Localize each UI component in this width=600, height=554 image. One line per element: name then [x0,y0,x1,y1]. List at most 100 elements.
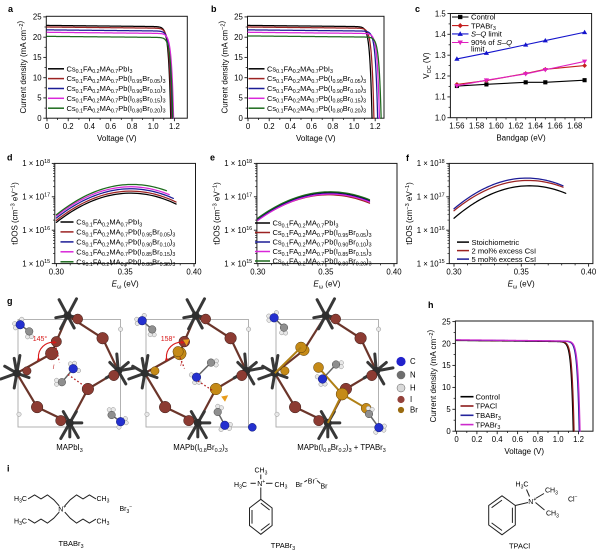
svg-text:10: 10 [33,74,42,83]
svg-text:0.40: 0.40 [581,268,597,277]
svg-text:Current density (mA cm−2): Current density (mA cm−2) [16,21,28,114]
svg-text:Cs0.1FA0.2MA0.7Pb(I0.80Br0.20): Cs0.1FA0.2MA0.7Pb(I0.80Br0.20)3 [67,104,166,115]
svg-text:0.40: 0.40 [386,268,402,277]
svg-text:H3C: H3C [234,482,247,491]
svg-text:I: I [410,395,412,404]
svg-text:1 × 1018: 1 × 1018 [224,159,252,168]
svg-text:5 mol% excess CsI: 5 mol% excess CsI [472,255,537,264]
svg-text:0: 0 [246,122,251,131]
svg-text:0.2: 0.2 [264,122,275,131]
svg-text:20: 20 [442,339,451,348]
svg-text:1.0: 1.0 [349,122,361,131]
svg-text:Cs0.1FA0.2MA0.7Pb(I0.90Br0.10): Cs0.1FA0.2MA0.7Pb(I0.90Br0.10)3 [67,84,166,95]
svg-text:a: a [8,4,14,14]
svg-text:TPACl: TPACl [476,402,498,411]
svg-text:1.66: 1.66 [548,122,563,131]
svg-text:20: 20 [33,33,42,42]
svg-text:1.4: 1.4 [435,30,447,39]
svg-text:Cs0.1FA0.2MA0.7PbI3: Cs0.1FA0.2MA0.7PbI3 [267,64,333,75]
svg-text:158°: 158° [161,335,176,343]
svg-text:Stoichiometric: Stoichiometric [472,238,520,247]
svg-text:C: C [410,357,416,366]
svg-text:1.56: 1.56 [449,122,464,131]
svg-text:MAPbI3: MAPbI3 [56,443,82,454]
svg-text:Eω (eV): Eω (eV) [313,280,340,291]
svg-text:1 × 1017: 1 × 1017 [224,192,252,201]
svg-text:0.35: 0.35 [318,268,334,277]
svg-text:Br−: Br− [308,476,318,485]
svg-text:0: 0 [37,114,42,123]
svg-text:Cs0.1FA0.2MA0.7Pb(I0.85Br0.15): Cs0.1FA0.2MA0.7Pb(I0.85Br0.15)3 [273,247,372,258]
svg-text:0.35: 0.35 [514,268,530,277]
svg-text:5: 5 [238,94,243,103]
svg-text:MAPb(I0.8Br0.2)3: MAPb(I0.8Br0.2)3 [173,443,227,454]
svg-text:1.1: 1.1 [435,93,446,102]
svg-text:H3C: H3C [14,496,27,505]
svg-text:1.60: 1.60 [489,122,505,131]
svg-text:Cs0.1FA0.2MA0.7Pb(I0.80Br0.20): Cs0.1FA0.2MA0.7Pb(I0.80Br0.20)3 [267,104,366,115]
svg-text:1.0: 1.0 [553,435,565,444]
svg-text:1.58: 1.58 [469,122,484,131]
svg-text:10: 10 [234,74,243,83]
svg-text:Voltage (V): Voltage (V) [504,447,544,456]
svg-text:tDOS (cm−3 eV−1): tDOS (cm−3 eV−1) [212,182,221,245]
svg-text:Eω (eV): Eω (eV) [508,280,535,291]
svg-text:tDOS (cm−3 eV−1): tDOS (cm−3 eV−1) [405,182,414,245]
svg-text:N: N [410,371,416,380]
svg-text:Cs0.1FA0.2MA0.7Pb(I0.80Br0.20): Cs0.1FA0.2MA0.7Pb(I0.80Br0.20)3 [76,257,175,268]
svg-text:0.8: 0.8 [532,435,543,444]
svg-text:CH3: CH3 [97,518,110,527]
svg-text:limit: limit [471,45,485,54]
svg-text:0.4: 0.4 [492,435,504,444]
svg-text:Cs0.1FA0.2MA0.7Pb(I0.85Br0.15): Cs0.1FA0.2MA0.7Pb(I0.85Br0.15)3 [267,94,366,105]
svg-text:Voltage (V): Voltage (V) [296,134,336,143]
svg-text:0: 0 [454,435,459,444]
svg-text:Cs0.1FA0.2MA0.7Pb(I0.90Br0.10): Cs0.1FA0.2MA0.7Pb(I0.90Br0.10)3 [76,238,175,249]
svg-text:5: 5 [37,94,42,103]
svg-text:0.2: 0.2 [471,435,482,444]
svg-text:1 × 1018: 1 × 1018 [417,159,445,168]
svg-text:15: 15 [234,53,243,62]
svg-text:Cs0.1FA0.2MA0.7Pb(I0.80Br0.20): Cs0.1FA0.2MA0.7Pb(I0.80Br0.20)3 [273,257,372,268]
svg-text:1 × 1017: 1 × 1017 [417,192,445,201]
svg-text:CH3: CH3 [545,488,558,497]
svg-text:1.62: 1.62 [508,122,523,131]
svg-text:Cs0.1FA0.2MA0.7Pb(I0.95Br0.05): Cs0.1FA0.2MA0.7Pb(I0.95Br0.05)3 [67,74,166,85]
svg-text:TPABr3: TPABr3 [271,541,296,552]
svg-text:TBABr3: TBABr3 [58,539,83,550]
svg-text:15: 15 [33,53,42,62]
svg-text:Br3−: Br3− [120,504,133,515]
svg-text:1.0: 1.0 [148,122,160,131]
svg-text:Br: Br [410,406,418,415]
svg-text:N+: N+ [257,479,265,488]
svg-text:0: 0 [45,122,50,131]
svg-text:0.4: 0.4 [285,122,297,131]
svg-text:Cs0.1FA0.2MA0.7PbI3: Cs0.1FA0.2MA0.7PbI3 [76,218,142,229]
svg-text:0.6: 0.6 [512,435,523,444]
svg-text:TBABr3: TBABr3 [476,411,501,422]
svg-text:0.8: 0.8 [127,122,138,131]
svg-text:Cs0.1FA0.2MA0.7PbI3: Cs0.1FA0.2MA0.7PbI3 [67,64,133,75]
svg-text:H3C: H3C [516,482,529,491]
svg-text:e: e [210,153,215,163]
svg-text:1 × 1015: 1 × 1015 [22,259,50,268]
svg-text:0.2: 0.2 [63,122,74,131]
svg-text:Voltage (V): Voltage (V) [97,134,137,143]
svg-text:0.6: 0.6 [306,122,317,131]
svg-text:Cs0.1FA0.2MA0.7Pb(I0.95Br0.05): Cs0.1FA0.2MA0.7Pb(I0.95Br0.05)3 [267,74,366,85]
svg-text:10: 10 [442,383,451,392]
svg-text:MAPb(I0.8Br0.2)3 + TPABr3: MAPb(I0.8Br0.2)3 + TPABr3 [297,443,386,454]
svg-text:Cs0.1FA0.2MA0.7Pb(I0.95Br0.05): Cs0.1FA0.2MA0.7Pb(I0.95Br0.05)3 [273,228,372,239]
svg-text:2 mol% excess CsI: 2 mol% excess CsI [472,246,537,255]
svg-text:1 × 1016: 1 × 1016 [224,226,252,235]
svg-text:Cl−: Cl− [568,495,578,504]
svg-text:1.64: 1.64 [528,122,544,131]
svg-text:h: h [428,300,434,310]
svg-text:Control: Control [471,13,496,22]
svg-text:I: I [53,364,55,371]
svg-text:tDOS (cm−3 eV−1): tDOS (cm−3 eV−1) [10,182,19,245]
svg-text:N+: N+ [528,497,536,506]
svg-text:TPABr3: TPABr3 [476,420,501,431]
svg-text:TPACl: TPACl [509,542,530,551]
svg-text:Br: Br [321,483,329,490]
